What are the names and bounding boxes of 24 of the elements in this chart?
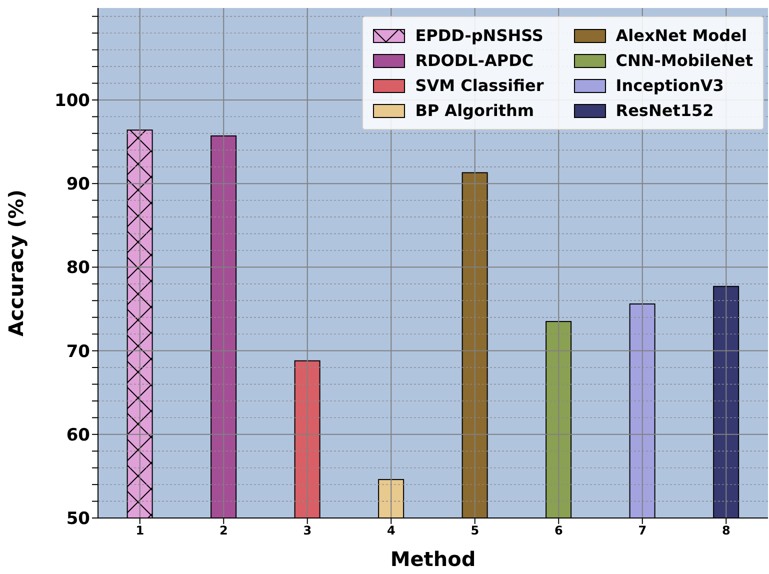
x-tick-label: 4: [386, 524, 396, 538]
y-tick-label: 60: [66, 425, 90, 446]
y-tick-label: 80: [66, 258, 90, 278]
x-tick-label: 5: [470, 524, 480, 538]
x-tick-label: 3: [303, 524, 312, 538]
x-tick-label: 8: [722, 524, 730, 538]
y-tick-label: 90: [66, 174, 90, 195]
x-tick-label: 7: [638, 524, 647, 538]
y-tick-label: 100: [54, 91, 90, 111]
legend-label: SVM Classifier: [415, 76, 544, 95]
x-tick-label: 6: [554, 524, 563, 538]
legend-label: CNN-MobileNet: [616, 51, 753, 70]
legend-label: BP Algorithm: [415, 101, 534, 120]
y-axis-title: Accuracy (%): [4, 190, 28, 336]
legend-label: EPDD-pNSHSS: [415, 26, 544, 45]
legend-label: ResNet152: [616, 101, 714, 120]
x-tick-label: 2: [219, 524, 228, 538]
legend-label: AlexNet Model: [616, 26, 747, 45]
y-tick-label: 70: [66, 342, 90, 362]
y-tick-label: 50: [66, 509, 90, 530]
x-tick-label: 1: [136, 524, 144, 538]
legend-label: InceptionV3: [616, 76, 724, 95]
x-axis-title: Method: [390, 547, 476, 571]
legend-label: RDODL-APDC: [415, 51, 534, 70]
